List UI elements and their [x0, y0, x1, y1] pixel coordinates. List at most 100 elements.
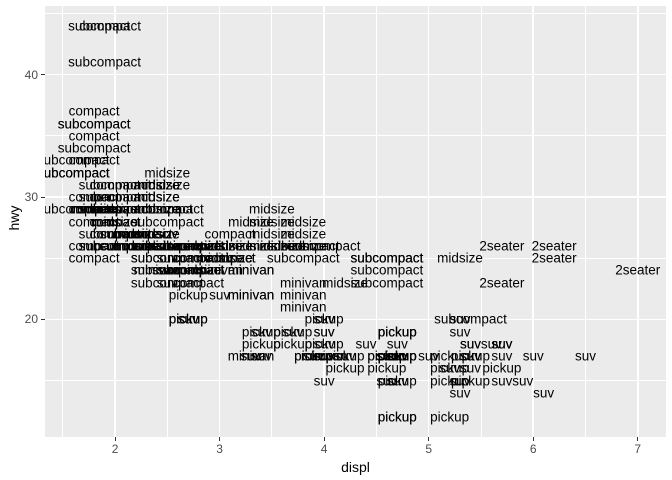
point-label: pickup: [294, 348, 334, 364]
point-label: midsize: [248, 238, 295, 254]
plot-panel: compact compact compact compact compact compa…: [45, 6, 666, 437]
point-label: compact: [173, 262, 225, 278]
point-label: compact: [89, 177, 141, 193]
point-label: compact: [68, 189, 120, 205]
point-label: pickup: [273, 336, 313, 352]
point-label: compact: [68, 103, 120, 119]
point-label: midsize: [228, 213, 274, 229]
point-label: subcompact: [130, 238, 204, 254]
point-label: compact: [89, 201, 141, 217]
point-label: midsize: [248, 201, 295, 217]
point-label: compact: [173, 238, 225, 254]
minor-gridline-x: [166, 6, 168, 437]
point-label: pickup: [377, 409, 417, 425]
point-label: midsize: [71, 201, 118, 217]
point-label: subcompact: [45, 164, 110, 180]
point-label: minivan: [279, 299, 327, 315]
y-axis-tick-label: 40: [24, 67, 38, 82]
major-gridline-y: [45, 196, 666, 198]
point-label: midsize: [259, 238, 306, 254]
point-label: midsize: [207, 238, 253, 254]
point-label: subcompact: [78, 238, 152, 254]
point-label: pickup: [367, 348, 407, 364]
point-label: suv: [240, 348, 262, 364]
point-label: subcompact: [151, 238, 225, 254]
point-label: subcompact: [57, 115, 131, 131]
point-label: suv: [459, 336, 482, 352]
point-label: suv: [439, 360, 461, 376]
point-label: midsize: [133, 225, 180, 241]
point-label: compact: [89, 213, 141, 229]
point-label: compact: [68, 201, 120, 217]
major-gridline-x: [114, 6, 116, 437]
point-label: 2seater: [479, 238, 525, 254]
point-label: suv: [522, 348, 544, 364]
point-label: suv: [418, 348, 440, 364]
point-label: pickup: [168, 311, 208, 327]
point-label: compact: [68, 250, 120, 266]
y-axis-title: hwy: [6, 205, 22, 231]
point-label: suv: [449, 323, 471, 339]
point-label: minivan: [227, 262, 275, 278]
point-label: pickup: [377, 348, 417, 364]
point-label: pickup: [377, 323, 417, 339]
point-label: suv: [376, 348, 398, 364]
point-label: suv: [386, 372, 408, 388]
point-label: midsize: [113, 238, 159, 254]
point-label: compact: [68, 213, 120, 229]
point-label: subcompact: [78, 225, 152, 241]
point-label: pickup: [273, 323, 313, 339]
point-label: compact: [89, 201, 141, 217]
point-label: midsize: [113, 225, 159, 241]
point-label: suv: [334, 348, 356, 364]
minor-gridline-y: [45, 135, 666, 137]
x-axis-tick-label: 7: [634, 442, 642, 456]
point-label: midsize: [92, 213, 138, 229]
point-label: subcompact: [130, 213, 204, 229]
point-label: subcompact: [99, 238, 173, 254]
minor-gridline-y: [45, 380, 666, 382]
point-label: subcompact: [350, 250, 424, 266]
x-axis-tick-label: 2: [111, 442, 119, 456]
point-label: midsize: [113, 238, 159, 254]
x-axis-tick-label: 5: [425, 442, 433, 456]
point-label: suv: [250, 348, 272, 364]
major-gridline-x: [323, 6, 325, 437]
point-label: midsize: [133, 225, 180, 241]
point-label: subcompact: [45, 201, 110, 217]
major-gridline-x: [636, 6, 639, 437]
point-label: suv: [386, 348, 408, 364]
point-label: subcompact: [350, 250, 424, 266]
minor-gridline-y: [45, 12, 666, 14]
point-label: subcompact: [130, 238, 204, 254]
point-label: minivan: [227, 348, 275, 364]
point-label: midsize: [175, 238, 222, 254]
point-label: suv: [313, 323, 335, 339]
point-label: midsize: [228, 238, 274, 254]
point-label: subcompact: [78, 201, 152, 217]
point-label: suv: [512, 372, 534, 388]
point-label: subcompact: [68, 54, 141, 70]
point-label: compact: [89, 213, 141, 229]
point-label: compact: [204, 250, 256, 266]
major-gridline-y: [45, 318, 666, 321]
point-label: pickup: [377, 372, 417, 388]
point-label: midsize: [133, 177, 180, 193]
point-label: suv: [491, 372, 513, 388]
major-gridline-x: [427, 6, 430, 437]
point-label: midsize: [133, 189, 180, 205]
point-label: suv: [386, 348, 408, 364]
point-label: compact: [89, 201, 141, 217]
point-label: suv: [449, 372, 471, 388]
point-label: minivan: [227, 262, 275, 278]
point-label: suv: [156, 225, 178, 241]
point-label: subcompact: [78, 201, 152, 217]
point-label: compact: [79, 17, 131, 33]
point-label: subcompact: [434, 311, 507, 327]
point-label: midsize: [437, 250, 483, 266]
y-axis-tick-mark: [41, 196, 45, 198]
point-label: subcompact: [45, 152, 110, 168]
point-label: compact: [204, 225, 256, 241]
point-label: suv: [240, 348, 262, 364]
point-label: subcompact: [68, 17, 141, 33]
